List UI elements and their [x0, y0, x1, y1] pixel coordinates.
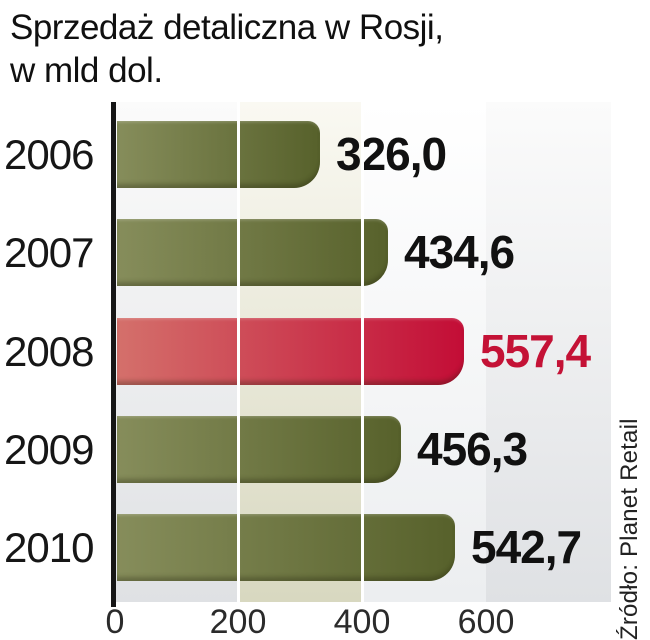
x-axis: 0 200 400 600	[0, 604, 650, 640]
chart-title-line2: w mld dol.	[10, 51, 163, 90]
bar-row-2009: 2009 456,3	[0, 416, 528, 483]
x-tick-0: 0	[105, 603, 125, 640]
category-label-2010: 2010	[4, 524, 94, 571]
value-label-2009: 456,3	[417, 423, 528, 475]
gridline-200	[237, 102, 240, 602]
y-axis-line	[111, 102, 116, 607]
bar-2010	[117, 514, 455, 581]
bar-row-2006: 2006 326,0	[0, 121, 447, 188]
value-label-2006: 326,0	[336, 128, 447, 180]
background-band-600-800	[486, 102, 611, 602]
category-label-2007: 2007	[4, 229, 94, 276]
category-label-2008: 2008	[4, 328, 94, 375]
bar-2009	[117, 416, 401, 483]
bar-2006	[117, 121, 320, 188]
x-tick-400: 400	[333, 603, 391, 640]
chart-title-line1: Sprzedaż detaliczna w Rosji,	[10, 8, 444, 47]
value-label-2010: 542,7	[471, 521, 582, 573]
value-label-2007: 434,6	[404, 226, 515, 278]
bar-row-2010: 2010 542,7	[0, 514, 582, 581]
source-credit: Źródło: Planet Retail	[616, 418, 643, 640]
bar-row-2008: 2008 557,4	[0, 318, 591, 385]
x-tick-600: 600	[457, 603, 515, 640]
bar-row-2007: 2007 434,6	[0, 219, 515, 286]
gridline-400	[361, 102, 364, 602]
category-label-2006: 2006	[4, 131, 94, 178]
bar-2008-highlighted	[117, 318, 464, 385]
category-label-2009: 2009	[4, 426, 94, 473]
bar-2007	[117, 219, 388, 286]
value-label-2008: 557,4	[480, 325, 591, 377]
chart-title: Sprzedaż detaliczna w Rosji, w mld dol.	[10, 6, 444, 92]
x-tick-200: 200	[209, 603, 267, 640]
